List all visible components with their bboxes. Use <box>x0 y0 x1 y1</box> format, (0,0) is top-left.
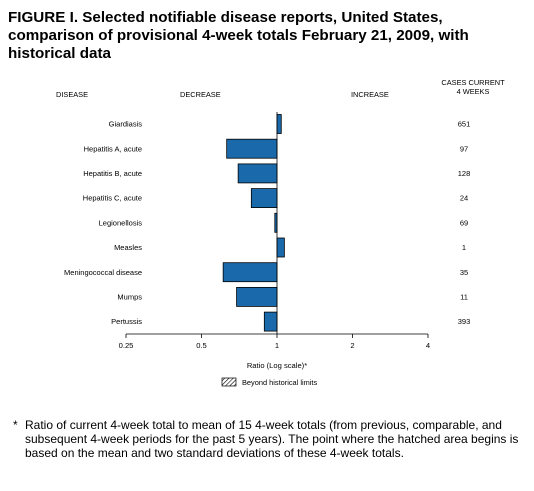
bar-hepatitis-b-acute <box>237 163 278 184</box>
cases-header-line2: 4 WEEKS <box>456 87 490 96</box>
bar-pertussis <box>263 311 278 332</box>
x-axis: 0.25 0.5 1 2 4 <box>119 112 430 350</box>
x-axis-label: Ratio (Log scale)* <box>247 361 307 370</box>
bar-hepatitis-a-acute <box>226 138 278 159</box>
cases-value-legionellosis: 69 <box>460 218 468 227</box>
category-label-hepatitis-c-acute: Hepatitis C, acute <box>83 194 142 203</box>
category-label-pertussis: Pertussis <box>111 317 142 326</box>
category-label-meningococcal-disease: Meningococcal disease <box>64 268 142 277</box>
x-tick-label-4: 4 <box>426 341 430 350</box>
legend-hatch-swatch <box>221 377 237 387</box>
bar-mumps <box>236 286 278 307</box>
bar-meningococcal-disease <box>222 262 278 283</box>
x-tick-label-0: 0.25 <box>119 341 134 350</box>
footnote-text: Ratio of current 4-week total to mean of… <box>25 418 519 460</box>
cases-value-pertussis: 393 <box>458 317 471 326</box>
cases-value-measles: 1 <box>462 243 466 252</box>
category-label-hepatitis-a-acute: Hepatitis A, acute <box>84 144 142 153</box>
bars-layer: Giardiasis 651 Hepatitis A, acute 97 Hepatit… <box>64 114 471 332</box>
cases-value-hepatitis-c-acute: 24 <box>460 194 468 203</box>
bar-giardiasis <box>276 114 282 134</box>
category-label-legionellosis: Legionellosis <box>99 218 143 227</box>
cases-column-header: CASES CURRENT 4 WEEKS <box>430 78 516 96</box>
disease-column-header: DISEASE <box>56 90 89 99</box>
x-tick-label-1: 0.5 <box>196 341 207 350</box>
category-label-measles: Measles <box>114 243 142 252</box>
category-label-hepatitis-b-acute: Hepatitis B, acute <box>83 169 142 178</box>
x-tick-label-2: 1 <box>275 341 279 350</box>
decrease-header: DECREASE <box>180 90 221 99</box>
cases-header-line1: CASES CURRENT <box>441 78 505 87</box>
cases-value-hepatitis-a-acute: 97 <box>460 144 468 153</box>
footnote-mark: * <box>13 418 18 432</box>
category-label-mumps: Mumps <box>117 293 142 302</box>
bar-hepatitis-c-acute <box>250 188 278 209</box>
figure-title: FIGURE I. Selected notifiable disease re… <box>8 9 469 62</box>
footnote: * Ratio of current 4-week total to mean … <box>13 418 525 460</box>
x-tick-label-3: 2 <box>350 341 354 350</box>
category-label-giardiasis: Giardiasis <box>109 120 143 129</box>
bar-measles <box>276 237 285 258</box>
cases-value-mumps: 11 <box>460 293 468 302</box>
ratio-bar-chart: Giardiasis 651 Hepatitis A, acute 97 Hepatit… <box>64 112 471 387</box>
legend-label: Beyond historical limits <box>242 378 317 387</box>
cases-value-giardiasis: 651 <box>458 120 471 129</box>
cases-value-meningococcal-disease: 35 <box>460 268 468 277</box>
increase-header: INCREASE <box>351 90 389 99</box>
cases-value-hepatitis-b-acute: 128 <box>458 169 471 178</box>
legend: Beyond historical limits <box>221 377 317 387</box>
